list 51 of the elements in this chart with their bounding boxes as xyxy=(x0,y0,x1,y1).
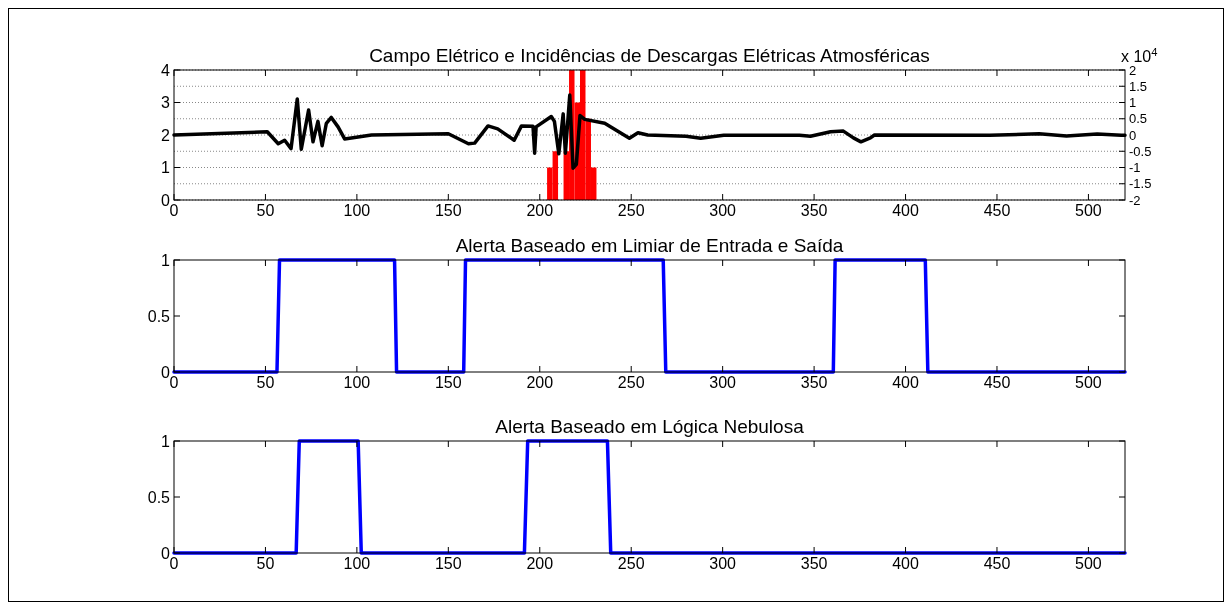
x-tick-label: 100 xyxy=(343,555,371,572)
x-tick-label: 150 xyxy=(434,374,462,391)
chart-title: Alerta Baseado em Lógica Nebulosa xyxy=(495,416,805,437)
y2-tick-label: -1.5 xyxy=(1129,176,1152,192)
x-tick-label: 500 xyxy=(1075,374,1102,391)
x-tick-label: 300 xyxy=(709,555,737,572)
x-tick-label: 400 xyxy=(892,202,919,219)
chart-title: Campo Elétrico e Incidências de Descargas Elétricas Atmosféricas xyxy=(369,45,930,66)
text: x 10$^{4}$ xyxy=(1121,46,1158,65)
x-tick-label: 50 xyxy=(256,374,275,391)
y-tick-label: 1 xyxy=(161,251,171,269)
x-tick-label: 200 xyxy=(526,202,554,219)
x-tick-label: 50 xyxy=(256,202,275,219)
x-tick-label: 400 xyxy=(892,374,919,391)
x-tick-label: 200 xyxy=(526,374,554,391)
x-tick-label: 100 xyxy=(343,374,371,391)
x-tick-label: 200 xyxy=(526,555,554,572)
y2-tick-label: 0.5 xyxy=(1129,111,1148,127)
x-tick-label: 500 xyxy=(1075,202,1102,219)
y-tick-label: 0.5 xyxy=(147,307,171,325)
y2-tick-label: 1 xyxy=(1129,95,1137,111)
x-tick-label: 50 xyxy=(256,555,275,572)
x-tick-label: 450 xyxy=(983,202,1011,219)
x-tick-label: 450 xyxy=(983,374,1011,391)
x-tick-label: 250 xyxy=(617,202,645,219)
y2-tick-label: -2 xyxy=(1129,192,1141,208)
y-tick-label: 2 xyxy=(161,126,171,144)
x-tick-label: 350 xyxy=(800,374,828,391)
x-tick-label: 300 xyxy=(709,202,737,219)
y-tick-label: 3 xyxy=(161,94,171,112)
y-tick-label: 1 xyxy=(161,159,171,177)
x-tick-label: 300 xyxy=(709,374,737,391)
chart-title: Alerta Baseado em Limiar de Entrada e Saída xyxy=(455,235,844,256)
y2-tick-label: 1.5 xyxy=(1129,78,1148,94)
x-tick-label: 100 xyxy=(343,202,371,219)
x-tick-label: 350 xyxy=(800,555,828,572)
x-tick-label: 250 xyxy=(617,555,645,572)
x-tick-label: 450 xyxy=(983,555,1011,572)
x-tick-label: 150 xyxy=(434,202,462,219)
x-tick-label: 400 xyxy=(892,555,919,572)
y2-tick-label: 2 xyxy=(1129,62,1137,78)
x-tick-label: 150 xyxy=(434,555,462,572)
y2-tick-label: -0.5 xyxy=(1129,143,1152,159)
x-tick-label: 350 xyxy=(800,202,828,219)
y-tick-label: 0.5 xyxy=(147,488,171,506)
y2-tick-label: -1 xyxy=(1129,160,1141,176)
y-tick-label: 1 xyxy=(161,432,171,450)
x-tick-label: 250 xyxy=(617,374,645,391)
y-tick-label: 4 xyxy=(161,61,171,79)
y2-tick-label: 0 xyxy=(1129,127,1137,143)
x-tick-label: 500 xyxy=(1075,555,1102,572)
